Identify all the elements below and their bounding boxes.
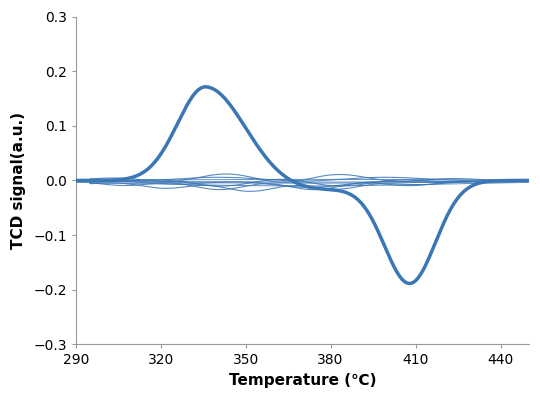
- X-axis label: Temperature (℃): Temperature (℃): [228, 373, 376, 388]
- Y-axis label: TCD signal(a.u.): TCD signal(a.u.): [11, 112, 26, 249]
